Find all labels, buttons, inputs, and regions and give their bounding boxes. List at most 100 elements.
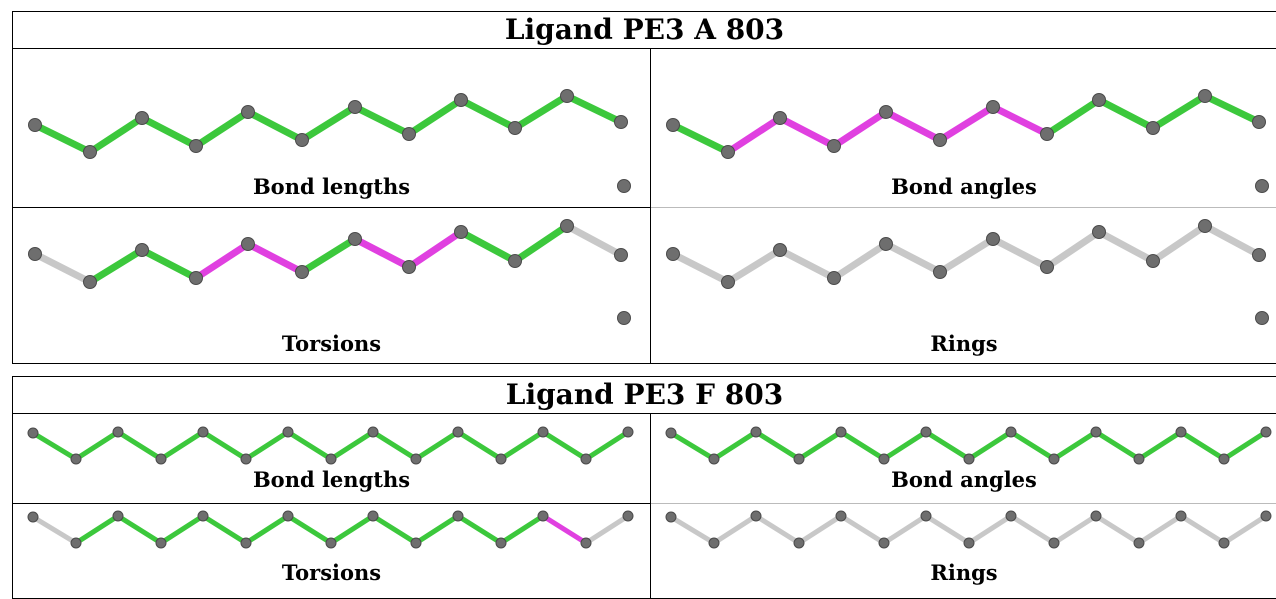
bond-green (1043, 96, 1103, 138)
bond-green (796, 429, 844, 462)
atom (560, 219, 574, 233)
bond-gray (753, 513, 802, 546)
bond-gray (31, 250, 94, 286)
bond-gray (966, 513, 1014, 546)
atom (1005, 426, 1017, 438)
bond-magenta (724, 114, 784, 156)
row-divider-a-right (651, 207, 1276, 208)
bond-green (753, 429, 802, 462)
bond-magenta (830, 108, 890, 150)
panel-bond-lengths-f: Bond lengths (13, 413, 651, 503)
atom (1146, 121, 1160, 135)
atom (827, 271, 841, 285)
bond-green (115, 429, 164, 462)
bond-gray (668, 514, 717, 546)
panel-torsions-f: Torsions (13, 504, 651, 599)
bond-green (192, 108, 252, 150)
bond-gray (1136, 513, 1184, 546)
atom (454, 93, 468, 107)
caption-bond-angles-a: Bond angles (891, 174, 1037, 199)
bond-magenta (244, 240, 306, 276)
bond-green (455, 429, 504, 462)
panel-bond-angles-a: Bond angles (651, 48, 1276, 208)
atom (721, 275, 735, 289)
bond-gray (669, 250, 732, 286)
bond-green (31, 121, 94, 156)
atom (348, 100, 362, 114)
atom (793, 453, 805, 465)
atom (537, 426, 549, 438)
atom (1198, 219, 1212, 233)
atom (452, 426, 464, 438)
atom (666, 118, 680, 132)
bond-magenta (405, 228, 465, 271)
bond-green (285, 429, 334, 462)
panel-torsions-a: Torsions (13, 208, 651, 363)
bond-magenta (540, 513, 589, 546)
atom (325, 537, 337, 549)
atom (986, 100, 1000, 114)
atom (879, 105, 893, 119)
atom (367, 426, 379, 438)
bond-green (73, 513, 121, 546)
atom (708, 537, 720, 549)
bond-green (498, 513, 546, 546)
atom (963, 453, 975, 465)
bond-green (1093, 429, 1142, 462)
bond-green (413, 429, 461, 462)
bond-green (498, 429, 546, 462)
bond-green (86, 246, 146, 286)
bond-gray (1051, 513, 1099, 546)
ligand-table-f: Ligand PE3 F 803 Bond lengths Bond angle… (12, 376, 1276, 599)
bond-green (138, 114, 200, 150)
bond-green (457, 96, 519, 132)
atom (1092, 225, 1106, 239)
bond-magenta (776, 114, 838, 150)
bond-green (243, 513, 291, 546)
atom (295, 133, 309, 147)
atom (28, 247, 42, 261)
bond-gray (1095, 228, 1157, 265)
atom (83, 275, 97, 289)
atom (508, 121, 522, 135)
atom (155, 537, 167, 549)
bond-gray (1221, 513, 1269, 546)
bond-gray (1043, 228, 1103, 271)
atom (348, 232, 362, 246)
bond-green (881, 429, 929, 462)
atom (1255, 311, 1269, 325)
bond-green (455, 513, 504, 546)
bond-gray (796, 513, 844, 546)
atom (1092, 93, 1106, 107)
bond-green (1178, 429, 1227, 462)
bond-magenta (192, 240, 252, 282)
bond-gray (830, 240, 890, 282)
atom (665, 511, 677, 523)
bond-green (1095, 96, 1157, 132)
bond-green (413, 513, 461, 546)
atom (617, 311, 631, 325)
atom (454, 225, 468, 239)
bond-green (244, 108, 306, 144)
bond-magenta (989, 103, 1051, 138)
atom (282, 510, 294, 522)
atom (773, 111, 787, 125)
bond-green (405, 96, 465, 138)
bond-magenta (936, 103, 997, 144)
atom (240, 453, 252, 465)
bond-gray (1008, 513, 1057, 546)
atom (495, 453, 507, 465)
bond-green (838, 429, 887, 462)
caption-rings-f: Rings (930, 560, 998, 585)
bond-gray (1149, 222, 1209, 265)
bond-green (73, 429, 121, 462)
atom (878, 537, 890, 549)
atom (614, 115, 628, 129)
caption-torsions-f: Torsions (281, 560, 382, 585)
atom (793, 537, 805, 549)
row-divider-f-left (13, 503, 651, 504)
atom (622, 510, 634, 522)
atom (402, 127, 416, 141)
bond-gray (30, 514, 79, 546)
atom (508, 254, 522, 268)
